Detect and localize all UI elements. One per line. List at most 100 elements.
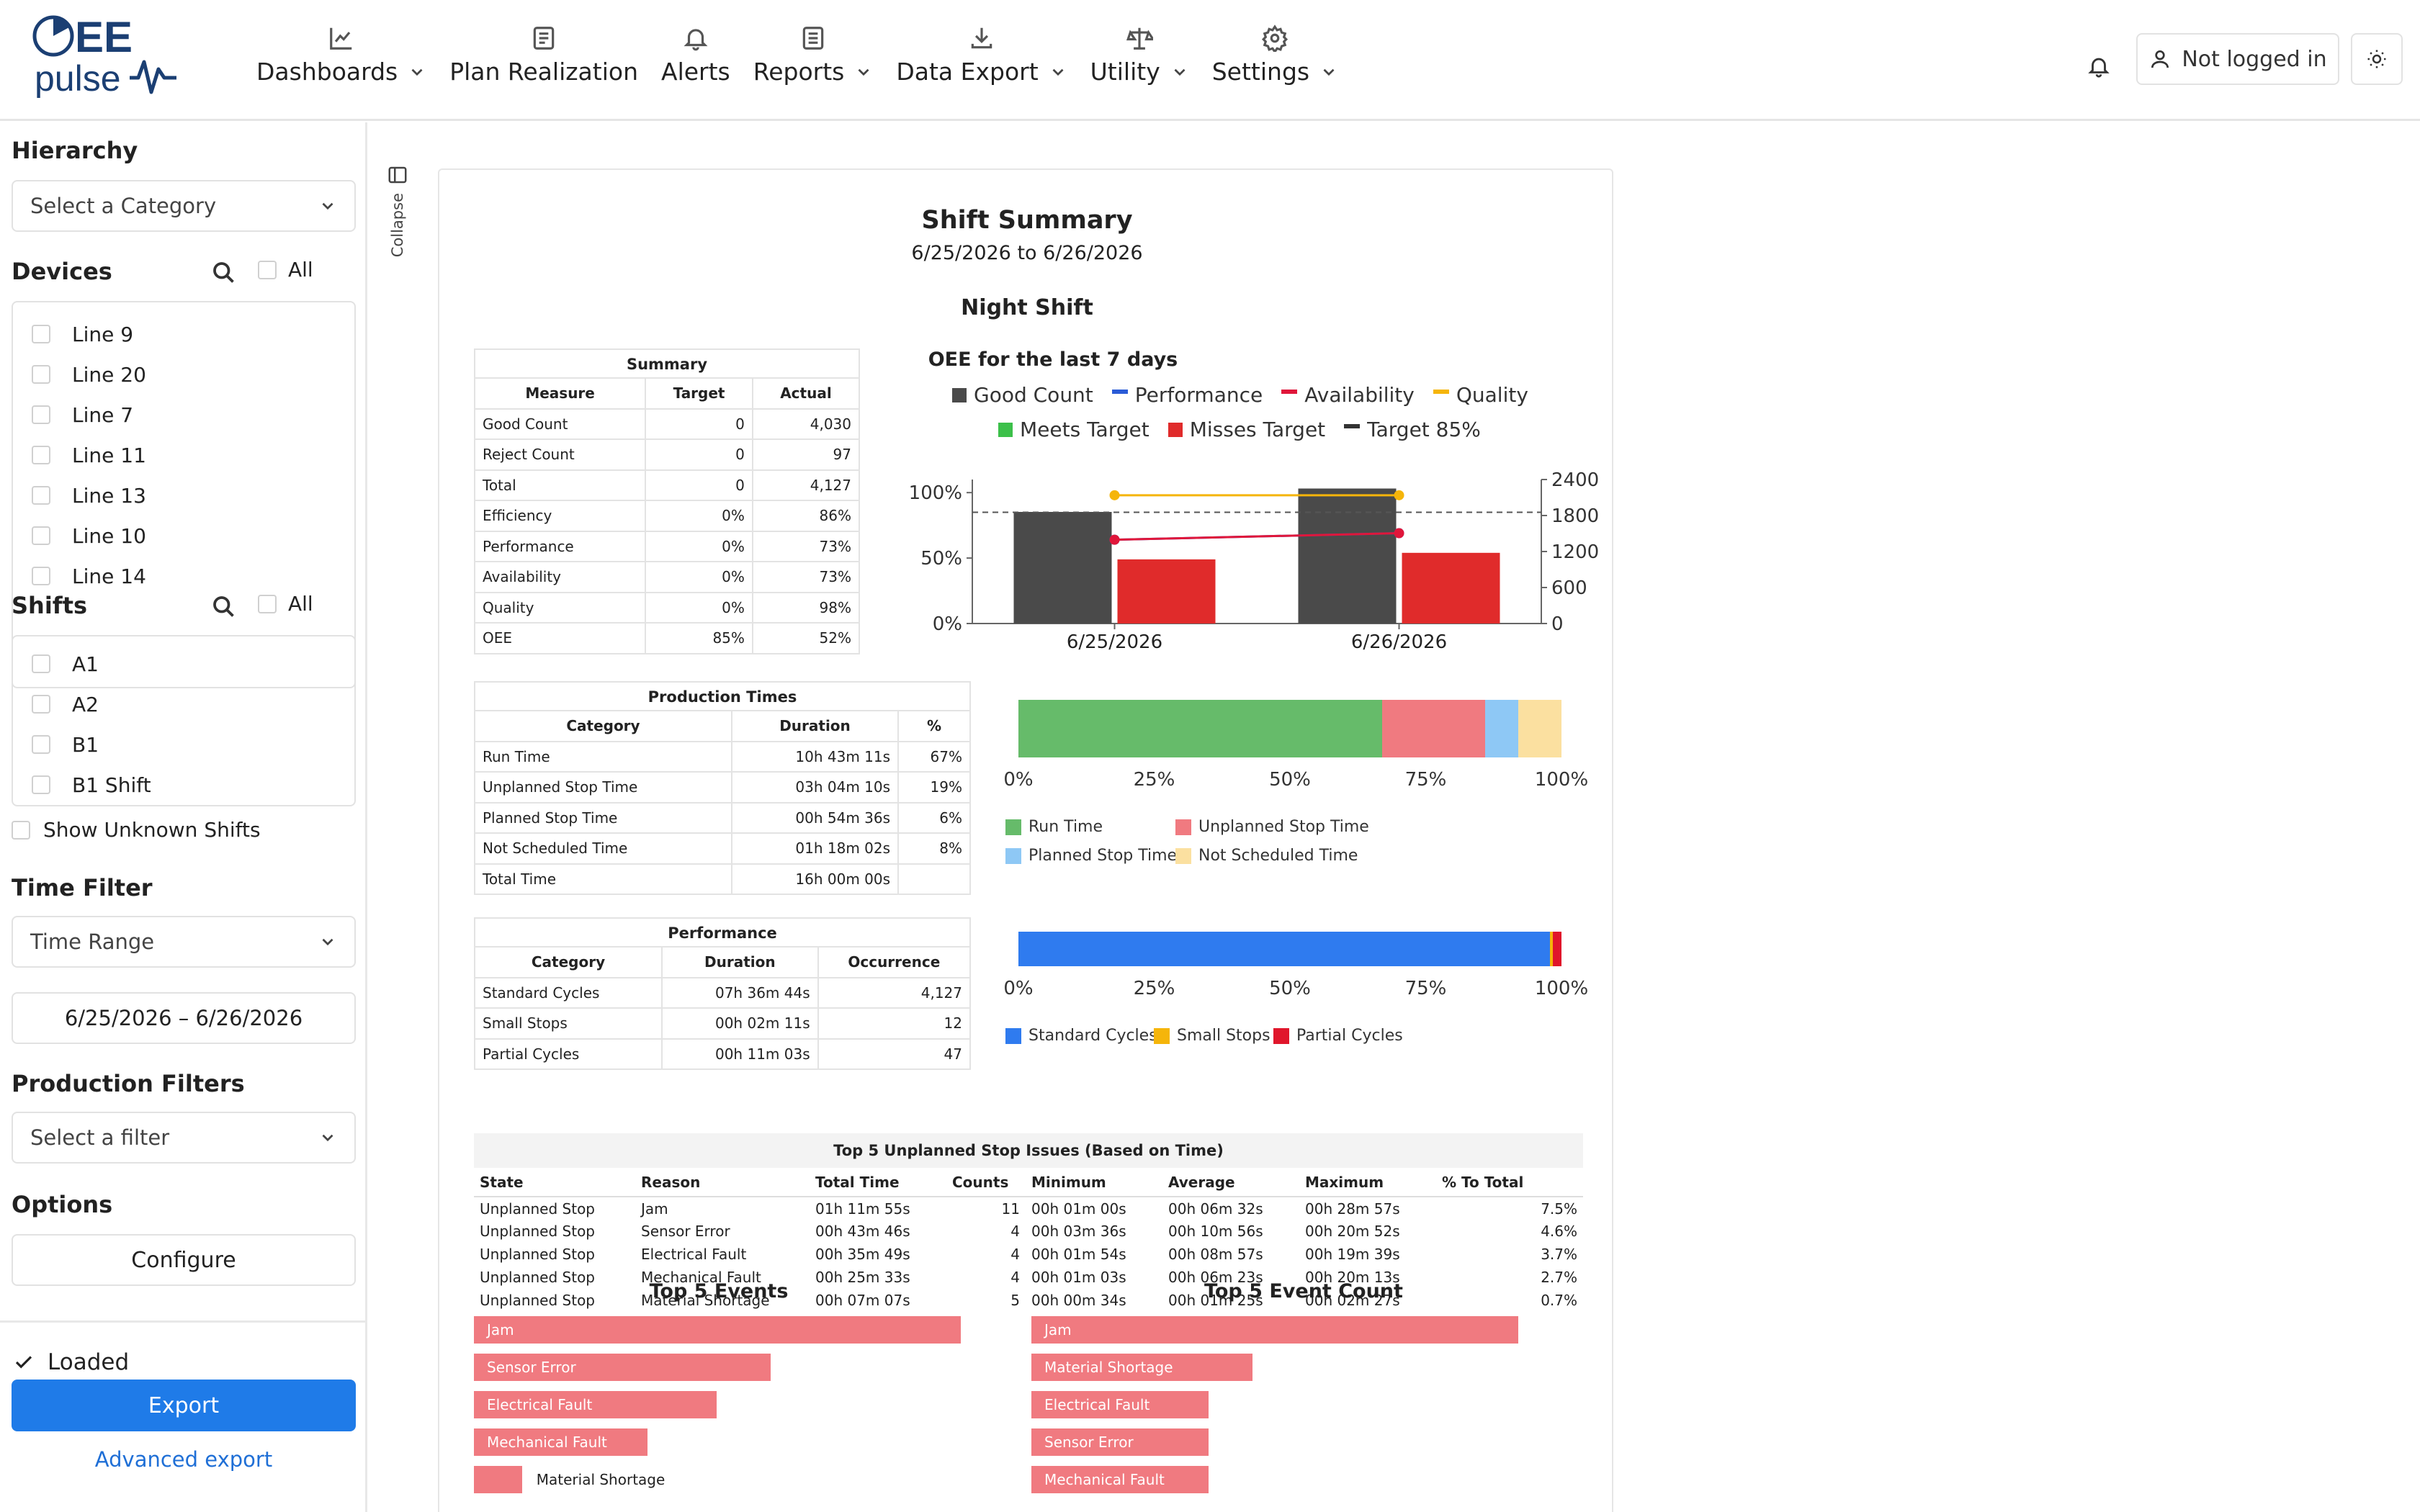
nav-label: Alerts (661, 58, 730, 86)
legend-swatch (1005, 819, 1021, 835)
show-unknown-shifts-toggle[interactable]: Show Unknown Shifts (12, 818, 261, 842)
device-checkbox[interactable] (32, 567, 50, 585)
list-item[interactable]: B1 Shift (13, 765, 354, 805)
list-item[interactable]: A2 (13, 684, 354, 724)
legend-availability[interactable]: Availability (1281, 383, 1415, 407)
list-item[interactable]: B1 (13, 724, 354, 765)
event-bar-label: Mechanical Fault (1044, 1471, 1165, 1488)
table-row: Total 0 4,127 (473, 469, 861, 501)
hierarchy-select[interactable]: Select a Category (12, 180, 356, 232)
legend-label: Partial Cycles (1296, 1027, 1403, 1045)
legend-swatch (1273, 1027, 1289, 1044)
chevron-down-icon (1323, 68, 1335, 76)
table-row: Standard Cycles 07h 36m 44s 4,127 (473, 976, 972, 1009)
nav-settings[interactable]: Settings (1201, 24, 1350, 96)
list-item[interactable]: Line 11 (13, 435, 354, 475)
list-item[interactable]: Line 7 (13, 395, 354, 435)
table-cell: 3.7% (1541, 1246, 1577, 1263)
shifts-all-checkbox[interactable] (258, 594, 277, 613)
list-item[interactable]: Line 14 (13, 556, 354, 596)
list-item[interactable]: Line 9 (13, 314, 354, 354)
device-checkbox[interactable] (32, 365, 50, 384)
list-item[interactable]: Line 13 (13, 475, 354, 516)
user-icon (2151, 50, 2169, 68)
device-checkbox[interactable] (32, 526, 50, 545)
search-icon[interactable] (210, 259, 236, 285)
device-checkbox[interactable] (32, 486, 50, 505)
legend-performance[interactable]: Performance (1111, 383, 1263, 407)
x-tick-label: 25% (1133, 769, 1175, 791)
list-item[interactable]: A1 (13, 644, 354, 684)
table-cell: Small Stops (473, 1007, 663, 1040)
x-tick-label: 0% (1003, 978, 1034, 999)
device-checkbox[interactable] (32, 446, 50, 464)
nav-plan-realization[interactable]: Plan Realization (438, 24, 650, 96)
nav-label: Data Export (896, 58, 1039, 86)
time-filter-select[interactable]: Time Range (12, 916, 356, 968)
legend-misses-target[interactable]: Misses Target (1168, 418, 1325, 441)
logo-mark-icon: EE pulse (32, 13, 176, 99)
show-unknown-checkbox[interactable] (12, 820, 30, 840)
collapse-sidebar-button[interactable]: Collapse (382, 164, 413, 258)
top-events-chart: Jam Sensor Error Electrical Fault Mechanica… (474, 1316, 978, 1512)
notifications-button[interactable] (2077, 45, 2120, 88)
theme-toggle-button[interactable] (2351, 33, 2403, 85)
event-bar-label: Electrical Fault (487, 1396, 593, 1413)
series-point-availability (1109, 534, 1120, 545)
legend-swatch (1175, 819, 1191, 835)
table-row: Planned Stop Time 00h 54m 36s 6% (474, 801, 971, 834)
stacked-segment-standard-cycles (1018, 932, 1551, 966)
nav-reports[interactable]: Reports (742, 24, 885, 96)
device-checkbox[interactable] (32, 325, 50, 343)
shifts-all-toggle[interactable]: All (258, 592, 313, 616)
table-cell: 86% (751, 500, 861, 532)
legend-label: Good Count (974, 383, 1093, 407)
device-checkbox[interactable] (32, 405, 50, 424)
production-times-stacked-bar (1018, 700, 1561, 757)
table-row: Not Scheduled Time 01h 18m 02s 8% (474, 832, 971, 865)
logo[interactable]: EE pulse (29, 12, 187, 99)
production-filter-select[interactable]: Select a filter (12, 1112, 356, 1164)
advanced-export-link[interactable]: Advanced export (94, 1447, 273, 1472)
export-button[interactable]: Export (12, 1380, 356, 1431)
nav-label: Utility (1090, 58, 1160, 86)
document-icon (533, 27, 555, 50)
legend-good-count[interactable]: Good Count (952, 383, 1093, 407)
list-item[interactable]: Line 10 (13, 516, 354, 556)
legend-label: Misses Target (1189, 418, 1326, 441)
shift-checkbox[interactable] (32, 695, 50, 714)
shifts-title: Shifts (12, 592, 88, 619)
nav-dashboards[interactable]: Dashboards (245, 24, 438, 96)
table-cell: 52% (751, 622, 861, 654)
shift-label: A2 (72, 692, 99, 716)
devices-list[interactable]: Line 9 Line 20 Line 7 Line 11 Line 13 Li… (12, 301, 356, 688)
column-header: Reason (635, 1168, 810, 1197)
configure-button[interactable]: Configure (12, 1234, 356, 1286)
stacked-segment-run-time (1018, 700, 1383, 757)
date-range-picker[interactable]: 6/25/2026 – 6/26/2026 (12, 992, 356, 1044)
sun-icon (2367, 50, 2386, 68)
nav-data-export[interactable]: Data Export (884, 24, 1078, 96)
legend-target[interactable]: Target 85% (1344, 418, 1481, 441)
devices-all-toggle[interactable]: All (258, 258, 313, 282)
shift-checkbox[interactable] (32, 775, 50, 794)
devices-all-checkbox[interactable] (258, 260, 277, 279)
legend-quality[interactable]: Quality (1433, 383, 1528, 407)
search-icon[interactable] (210, 593, 236, 619)
table-cell: Unplanned Stop Time (474, 771, 732, 804)
shifts-list[interactable]: A1 A2 B1 B1 Shift (12, 635, 356, 806)
legend-unplanned-stop-time: Unplanned Stop Time (1175, 818, 1369, 836)
bell-icon (2088, 58, 2110, 78)
shift-checkbox[interactable] (32, 735, 50, 754)
login-button[interactable]: Not logged in (2136, 33, 2339, 85)
table-row: Unplanned Stop Time 03h 04m 10s 19% (474, 771, 971, 804)
nav-alerts[interactable]: Alerts (650, 24, 742, 96)
nav-utility[interactable]: Utility (1079, 24, 1201, 96)
table-row: Small Stops 00h 02m 11s 12 (473, 1007, 972, 1040)
table-cell: 00h 43m 46s (815, 1223, 910, 1240)
summary-table: Summary Measure Target Actual Good Count… (473, 348, 861, 654)
list-item[interactable]: Line 20 (13, 354, 354, 395)
x-tick-label: 0% (1003, 769, 1034, 791)
legend-meets-target[interactable]: Meets Target (998, 418, 1150, 441)
shift-checkbox[interactable] (32, 654, 50, 673)
